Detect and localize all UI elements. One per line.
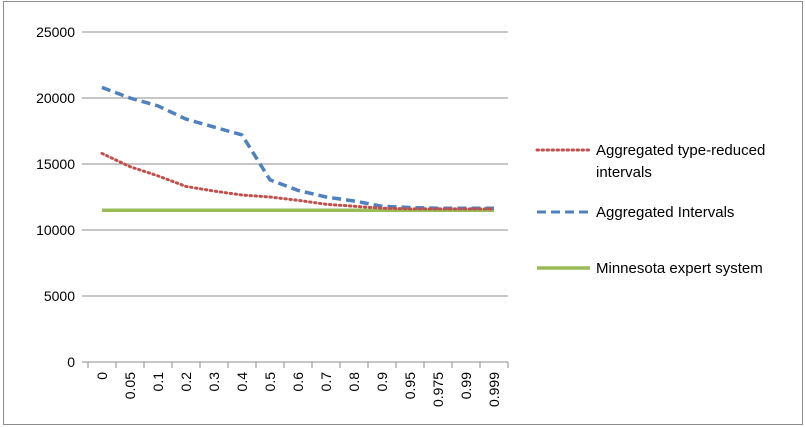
chart-frame xyxy=(3,1,803,425)
x-tick-label: 0.3 xyxy=(206,372,222,392)
series-line-2 xyxy=(101,85,494,210)
x-tick-label: 0.6 xyxy=(290,372,306,392)
x-tick-label: 0.8 xyxy=(346,372,362,392)
x-tick-label: 0.95 xyxy=(402,372,418,399)
legend-label-3: Minnesota expert system xyxy=(596,260,763,277)
x-tick-label: 0.4 xyxy=(234,372,250,392)
x-tick-label: 0.975 xyxy=(430,372,446,407)
y-tick-label: 5000 xyxy=(44,288,75,304)
series-line-1 xyxy=(100,151,496,211)
legend-label-2: Aggregated Intervals xyxy=(596,204,734,221)
x-tick-label: 0.05 xyxy=(122,372,138,399)
x-tick-label: 0.5 xyxy=(262,372,278,392)
x-tick-label: 0.7 xyxy=(318,372,334,392)
x-tick-label: 0.999 xyxy=(486,372,502,407)
y-tick-label: 0 xyxy=(67,354,75,370)
y-tick-label: 20000 xyxy=(36,90,75,106)
x-tick-label: 0.2 xyxy=(178,372,194,392)
x-tick-label: 0.99 xyxy=(458,372,474,399)
x-tick-label: 0.9 xyxy=(374,372,390,392)
x-tick-label: 0.1 xyxy=(150,372,166,392)
y-tick-label: 15000 xyxy=(36,156,75,172)
y-tick-label: 25000 xyxy=(36,24,75,40)
legend-label-1: Aggregated type-reduced intervals xyxy=(596,142,765,181)
x-tick-label: 0 xyxy=(94,372,110,380)
y-tick-label: 10000 xyxy=(36,222,75,238)
